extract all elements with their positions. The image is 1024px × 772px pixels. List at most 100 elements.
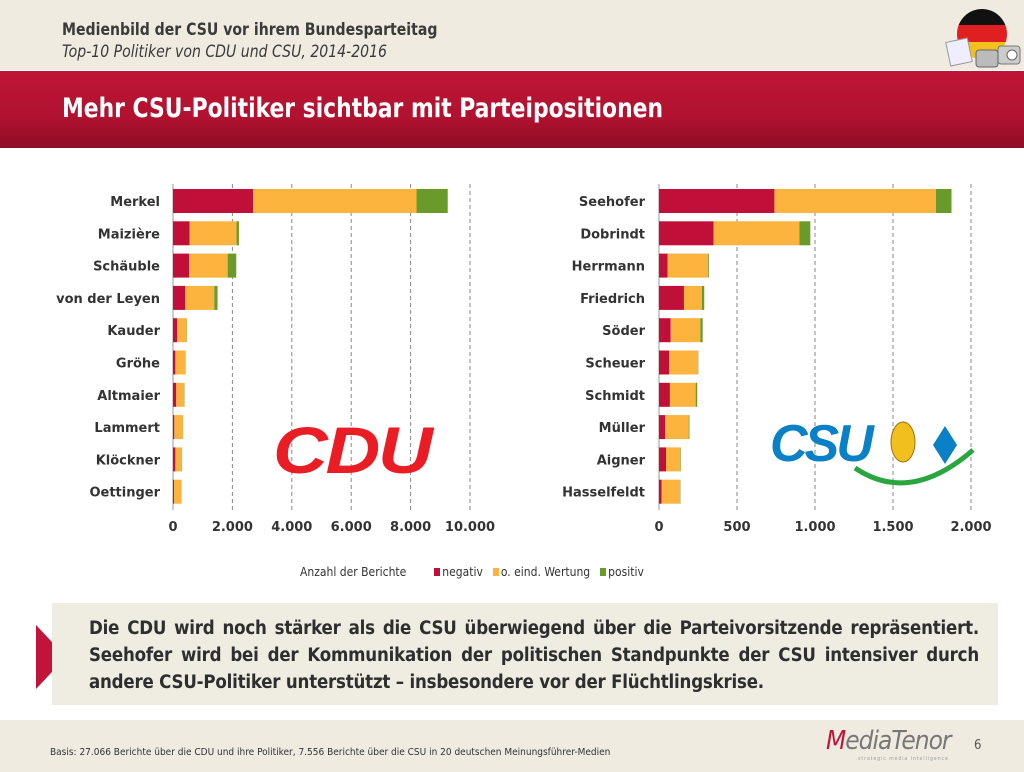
csu-logo-emblem: [853, 421, 975, 486]
footer: Basis: 27.066 Berichte über die CDU und …: [0, 720, 1024, 772]
category-label: Oettinger: [89, 486, 160, 501]
bar-negativ: [659, 189, 775, 213]
bar-negativ: [173, 382, 177, 407]
bar-positiv: [708, 253, 709, 278]
mediatenor-logo: MediaTenor: [826, 726, 951, 756]
category-label: Herrmann: [572, 260, 645, 275]
category-label: Gröhe: [116, 357, 160, 372]
bar-o--eind--wertung: [661, 479, 680, 504]
category-label: von der Leyen: [56, 292, 160, 307]
legend-item-negativ: negativ: [434, 565, 483, 579]
category-label: Altmaier: [97, 389, 160, 404]
x-tick-label: 8.000: [390, 520, 431, 535]
bar-o--eind--wertung: [174, 479, 182, 504]
bar-o--eind--wertung: [683, 285, 702, 310]
media-flag-icon: [945, 9, 1021, 68]
bar-o--eind--wertung: [174, 415, 183, 440]
summary-box: Die CDU wird noch stärker als die CSU üb…: [52, 603, 998, 705]
bar-negativ: [173, 253, 190, 278]
legend-item-neutral: o. eind. Wertung: [492, 565, 590, 579]
header: Medienbild der CSU vor ihrem Bundesparte…: [0, 0, 1024, 70]
bar-o--eind--wertung: [670, 318, 701, 343]
category-label: Merkel: [110, 195, 160, 210]
x-tick-label: 500: [723, 520, 750, 535]
x-tick-label: 0: [168, 520, 177, 535]
bar-o--eind--wertung: [713, 221, 800, 246]
bar-o--eind--wertung: [185, 285, 215, 310]
bar-o--eind--wertung: [189, 221, 237, 246]
bar-negativ: [659, 382, 670, 407]
bar-o--eind--wertung: [175, 447, 182, 472]
bar-o--eind--wertung: [666, 447, 681, 472]
headline: Mehr CSU-Politiker sichtbar mit Parteipo…: [62, 93, 664, 124]
bar-o--eind--wertung: [774, 189, 936, 213]
slide-title: Medienbild der CSU vor ihrem Bundesparte…: [62, 20, 438, 40]
x-tick-label: 2.000: [212, 520, 253, 535]
category-label: Schäuble: [93, 260, 160, 275]
bar-negativ: [659, 318, 671, 343]
bar-o--eind--wertung: [176, 382, 185, 407]
bar-negativ: [173, 221, 190, 246]
bar-negativ: [659, 350, 670, 375]
category-label: Lammert: [94, 421, 160, 436]
bar-o--eind--wertung: [253, 189, 417, 213]
bar-negativ: [173, 189, 254, 213]
category-label: Friedrich: [580, 292, 645, 307]
category-label: Scheuer: [585, 357, 645, 372]
bar-positiv: [799, 221, 811, 246]
legend-title: Anzahl der Berichte: [300, 565, 407, 579]
category-label: Aigner: [597, 453, 646, 468]
bar-o--eind--wertung: [189, 253, 228, 278]
category-label: Schmidt: [585, 389, 645, 404]
cdu-logo: CDU: [273, 413, 433, 487]
bar-o--eind--wertung: [669, 382, 696, 407]
bar-o--eind--wertung: [667, 253, 709, 278]
category-label: Söder: [602, 324, 645, 339]
bar-positiv: [688, 415, 690, 440]
bar-negativ: [173, 318, 178, 343]
bar-negativ: [659, 253, 668, 278]
x-tick-label: 1.000: [794, 520, 835, 535]
bar-positiv: [236, 221, 239, 246]
page-number: 6: [974, 738, 982, 753]
bar-negativ: [659, 447, 667, 472]
bar-negativ: [173, 285, 186, 310]
bar-o--eind--wertung: [669, 350, 698, 375]
bar-negativ: [659, 479, 662, 504]
category-label: Hasselfeldt: [562, 486, 645, 501]
logo-tagline: strategic media intelligence: [858, 756, 949, 762]
csu-logo: CSU: [770, 415, 874, 473]
bar-negativ: [173, 415, 175, 440]
bar-positiv: [227, 253, 237, 278]
legend: Anzahl der Berichte negativ o. eind. Wer…: [300, 565, 644, 579]
x-tick-label: 1.500: [872, 520, 913, 535]
slide-subtitle: Top-10 Politiker von CDU und CSU, 2014-2…: [62, 42, 388, 62]
bar-positiv: [695, 382, 698, 407]
summary-text: Die CDU wird noch stärker als die CSU üb…: [89, 618, 979, 693]
bar-positiv: [701, 285, 705, 310]
category-label: Kauder: [107, 324, 160, 339]
category-label: Müller: [599, 421, 646, 436]
bar-o--eind--wertung: [175, 350, 186, 375]
bar-negativ: [659, 285, 684, 310]
bar-negativ: [173, 350, 176, 375]
category-label: Seehofer: [579, 195, 646, 210]
x-tick-label: 6.000: [331, 520, 372, 535]
bar-negativ: [659, 221, 714, 246]
bar-o--eind--wertung: [665, 415, 689, 440]
legend-item-positiv: positiv: [600, 565, 644, 579]
bar-positiv: [700, 318, 703, 343]
category-label: Maizière: [98, 227, 160, 242]
bar-negativ: [659, 415, 666, 440]
x-tick-label: 2.000: [950, 520, 991, 535]
bar-negativ: [173, 479, 175, 504]
category-label: Dobrindt: [580, 227, 645, 242]
x-tick-label: 10.000: [445, 520, 495, 535]
x-tick-label: 0: [654, 520, 663, 535]
bar-o--eind--wertung: [177, 318, 187, 343]
bar-positiv: [416, 189, 448, 213]
bar-negativ: [173, 447, 176, 472]
basis-note: Basis: 27.066 Berichte über die CDU und …: [50, 747, 611, 758]
bar-positiv: [935, 189, 952, 213]
